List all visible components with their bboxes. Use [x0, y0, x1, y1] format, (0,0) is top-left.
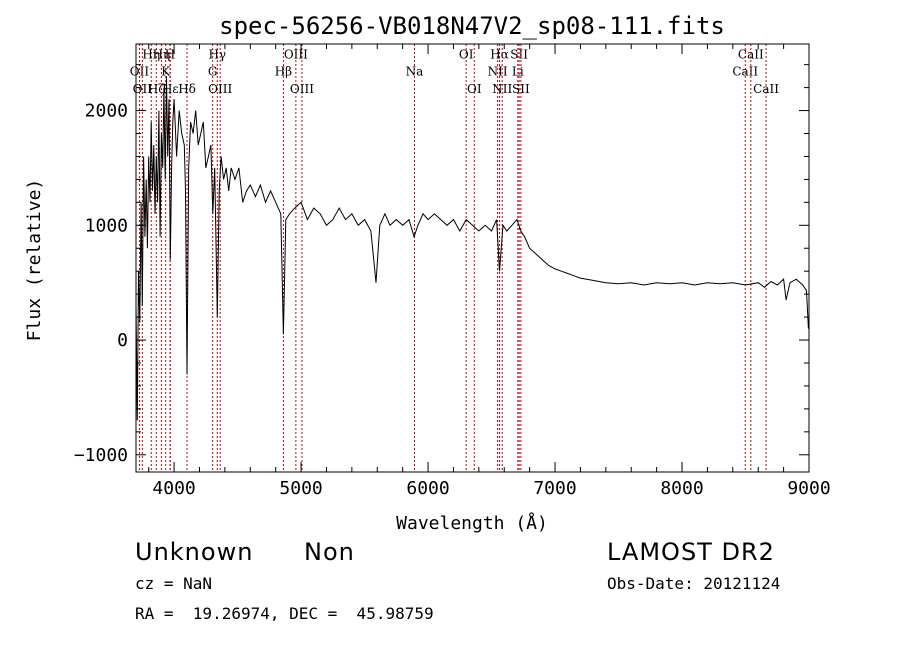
line-marker-label: SII — [512, 82, 530, 96]
x-axis-label: Wavelength (Å) — [396, 512, 548, 534]
line-marker-label: OI — [467, 82, 482, 96]
line-marker-label: H — [165, 47, 175, 61]
line-marker-label: OIII — [208, 82, 232, 96]
y-tick-label: 2000 — [85, 101, 128, 122]
chart-title: spec-56256-VB018N47V2_sp08-111.fits — [219, 12, 725, 40]
line-marker-label: Hγ — [208, 47, 226, 61]
line-marker-label: OII — [130, 65, 150, 79]
line-marker-label: OI — [459, 47, 474, 61]
coordinates-text: RA = 19.26974, DEC = 45.98759 — [135, 604, 434, 623]
y-axis-label: Flux (relative) — [24, 179, 45, 342]
x-tick-label: 5000 — [279, 478, 322, 499]
y-tick-label: −1000 — [74, 445, 128, 466]
spectrum-line — [135, 76, 809, 421]
line-marker-label: OII — [133, 82, 153, 96]
obs-date-text: Obs-Date: 20121124 — [607, 574, 781, 593]
y-tick-label: 1000 — [85, 215, 128, 236]
line-marker-label: CaII — [732, 65, 758, 79]
line-marker-label: Hη — [142, 47, 160, 61]
line-marker-label: SII — [510, 47, 528, 61]
y-tick-label: 0 — [117, 330, 128, 351]
line-marker-label: Hα — [490, 47, 509, 61]
x-tick-label: 9000 — [787, 478, 830, 499]
plot-frame — [135, 43, 810, 473]
survey-name: LAMOST DR2 — [607, 538, 775, 566]
x-tick-label: 6000 — [406, 478, 449, 499]
object-subclass-label: Non — [304, 538, 355, 566]
line-marker-label: Hδ — [178, 82, 196, 96]
x-tick-label: 7000 — [533, 478, 576, 499]
object-class-label: Unknown — [135, 538, 254, 566]
line-marker-label: NII — [488, 65, 508, 79]
line-marker-label: OIII — [290, 82, 314, 96]
line-marker-label: Hβ — [275, 65, 292, 79]
line-marker-label: Na — [406, 65, 424, 79]
axis-ticks: 4000 5000 6000 7000 8000 9000 −1000 0 1000 2000 — [74, 44, 831, 499]
line-marker-label: CaII — [738, 47, 764, 61]
line-marker-label: K — [161, 65, 171, 79]
line-marker-label: G — [208, 65, 218, 79]
redshift-text: cz = NaN — [135, 574, 213, 593]
line-marker-label: Li — [512, 65, 524, 79]
spectrum-chart: spec-56256-VB018N47V2_sp08-111.fits OII O… — [24, 12, 831, 534]
line-marker-label: OIII — [284, 47, 308, 61]
line-marker-label: CaII — [753, 82, 779, 96]
line-marker-label: NII — [492, 82, 512, 96]
x-tick-label: 8000 — [660, 478, 703, 499]
x-tick-label: 4000 — [152, 478, 195, 499]
